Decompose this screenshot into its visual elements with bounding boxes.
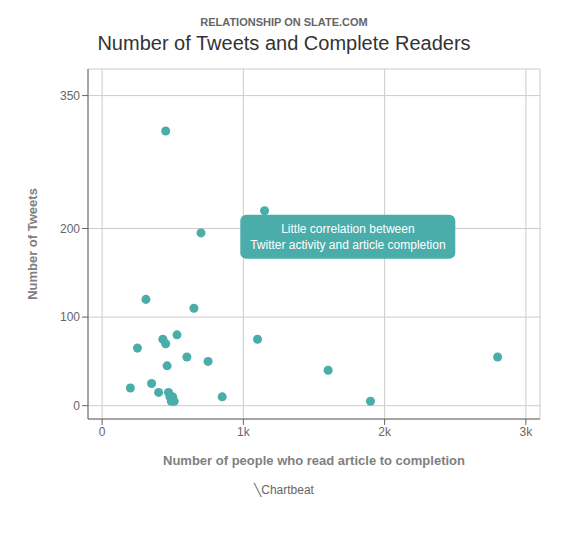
svg-text:2k: 2k (378, 425, 392, 439)
svg-text:Number of people who read arti: Number of people who read article to com… (163, 453, 465, 468)
svg-text:Number of Tweets: Number of Tweets (25, 188, 40, 300)
svg-text:350: 350 (60, 89, 80, 103)
svg-text:3k: 3k (520, 425, 534, 439)
svg-text:1k: 1k (237, 425, 251, 439)
html-text:RELATIONSHIP ON SLATE.COM: RELATIONSHIP ON SLATE.COM (200, 16, 368, 28)
html-text:Little correlation between: Little correlation between (281, 221, 415, 236)
svg-text:0: 0 (73, 399, 80, 413)
svg-text:200: 200 (60, 222, 80, 236)
html-text:Number of Tweets and Complete: Number of Tweets and Complete Readers (97, 32, 471, 54)
svg-text:0: 0 (99, 425, 106, 439)
html-text:Twitter activity and article c: Twitter activity and article completion (250, 238, 446, 252)
svg-text:100: 100 (60, 310, 80, 324)
html-text:╲Chartbeat: ╲Chartbeat (254, 483, 314, 497)
